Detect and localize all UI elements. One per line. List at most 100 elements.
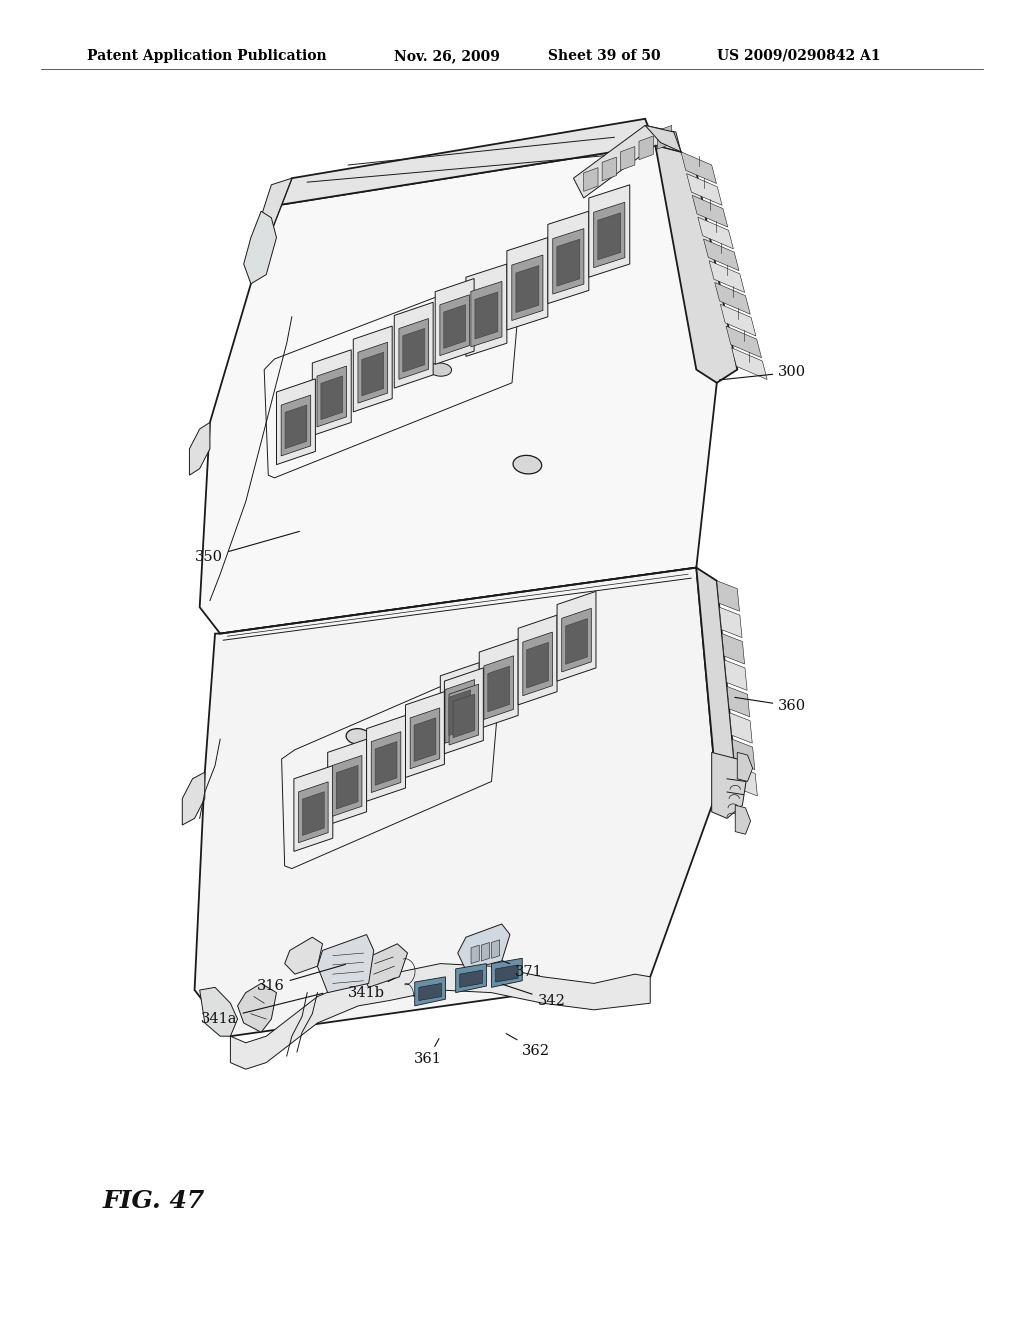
Text: 341b: 341b <box>348 978 395 999</box>
Polygon shape <box>285 405 307 449</box>
Text: 350: 350 <box>196 532 299 564</box>
Text: 300: 300 <box>720 366 806 380</box>
Polygon shape <box>440 294 469 355</box>
Polygon shape <box>735 766 758 796</box>
Polygon shape <box>358 342 387 403</box>
Ellipse shape <box>346 729 371 744</box>
Polygon shape <box>414 718 436 762</box>
Polygon shape <box>512 255 543 321</box>
Polygon shape <box>594 202 625 268</box>
Polygon shape <box>492 940 500 958</box>
Polygon shape <box>565 619 588 664</box>
Polygon shape <box>553 228 584 294</box>
Polygon shape <box>458 924 510 970</box>
Text: US 2009/0290842 A1: US 2009/0290842 A1 <box>717 49 881 63</box>
Polygon shape <box>709 261 744 293</box>
Polygon shape <box>727 686 750 717</box>
Text: 371: 371 <box>503 961 543 978</box>
Polygon shape <box>189 422 210 475</box>
Polygon shape <box>333 755 361 816</box>
Polygon shape <box>471 281 502 347</box>
Polygon shape <box>589 185 630 277</box>
Polygon shape <box>726 326 762 358</box>
Polygon shape <box>375 742 397 785</box>
Polygon shape <box>317 366 346 426</box>
Polygon shape <box>276 379 315 465</box>
Polygon shape <box>419 983 441 1001</box>
Text: Nov. 26, 2009: Nov. 26, 2009 <box>394 49 500 63</box>
Text: 341a: 341a <box>201 994 323 1026</box>
Polygon shape <box>285 937 323 974</box>
Polygon shape <box>722 634 744 664</box>
Polygon shape <box>399 318 428 379</box>
Polygon shape <box>484 656 513 719</box>
Text: FIG. 47: FIG. 47 <box>102 1189 205 1213</box>
Polygon shape <box>703 239 739 271</box>
Polygon shape <box>725 660 748 690</box>
Polygon shape <box>200 145 717 634</box>
Polygon shape <box>466 264 507 356</box>
Polygon shape <box>526 643 549 688</box>
Polygon shape <box>299 781 328 842</box>
Text: Sheet 39 of 50: Sheet 39 of 50 <box>548 49 660 63</box>
Text: 316: 316 <box>257 965 345 993</box>
Polygon shape <box>282 395 310 455</box>
Polygon shape <box>435 279 474 364</box>
Polygon shape <box>657 125 672 149</box>
Polygon shape <box>735 805 751 834</box>
Polygon shape <box>230 964 650 1069</box>
Polygon shape <box>479 639 518 729</box>
Polygon shape <box>523 632 552 696</box>
Polygon shape <box>557 591 596 681</box>
Polygon shape <box>681 152 717 183</box>
Polygon shape <box>353 326 392 412</box>
Polygon shape <box>471 945 479 964</box>
Text: 361: 361 <box>414 1039 442 1065</box>
Polygon shape <box>715 282 751 314</box>
Polygon shape <box>721 305 756 337</box>
Polygon shape <box>444 668 483 754</box>
Polygon shape <box>360 944 408 987</box>
Polygon shape <box>481 942 489 961</box>
Polygon shape <box>449 690 471 735</box>
Polygon shape <box>312 350 351 436</box>
Polygon shape <box>394 302 433 388</box>
Polygon shape <box>507 238 548 330</box>
Polygon shape <box>518 615 557 705</box>
Polygon shape <box>645 125 681 152</box>
Polygon shape <box>655 145 737 383</box>
Polygon shape <box>453 694 475 738</box>
Polygon shape <box>406 692 444 777</box>
Polygon shape <box>195 568 717 1036</box>
Polygon shape <box>317 935 374 993</box>
Polygon shape <box>182 772 205 825</box>
Polygon shape <box>367 715 406 801</box>
Polygon shape <box>639 136 653 160</box>
Polygon shape <box>200 987 238 1036</box>
Polygon shape <box>244 211 276 284</box>
Text: 342: 342 <box>503 985 565 1007</box>
Polygon shape <box>584 168 598 191</box>
Polygon shape <box>492 958 522 987</box>
Ellipse shape <box>429 363 452 376</box>
Polygon shape <box>440 663 479 752</box>
Polygon shape <box>717 581 739 611</box>
Polygon shape <box>712 752 748 818</box>
Polygon shape <box>445 680 474 743</box>
Polygon shape <box>496 965 518 982</box>
Text: Patent Application Publication: Patent Application Publication <box>87 49 327 63</box>
Text: 360: 360 <box>735 697 806 713</box>
Polygon shape <box>282 119 655 205</box>
Polygon shape <box>372 731 400 792</box>
Polygon shape <box>238 983 276 1032</box>
Polygon shape <box>402 329 425 372</box>
Polygon shape <box>548 211 589 304</box>
Polygon shape <box>361 352 384 396</box>
Polygon shape <box>415 977 445 1006</box>
Polygon shape <box>729 713 753 743</box>
Polygon shape <box>621 147 635 170</box>
Polygon shape <box>573 125 681 198</box>
Ellipse shape <box>513 455 542 474</box>
Polygon shape <box>562 609 591 672</box>
Polygon shape <box>302 792 325 836</box>
